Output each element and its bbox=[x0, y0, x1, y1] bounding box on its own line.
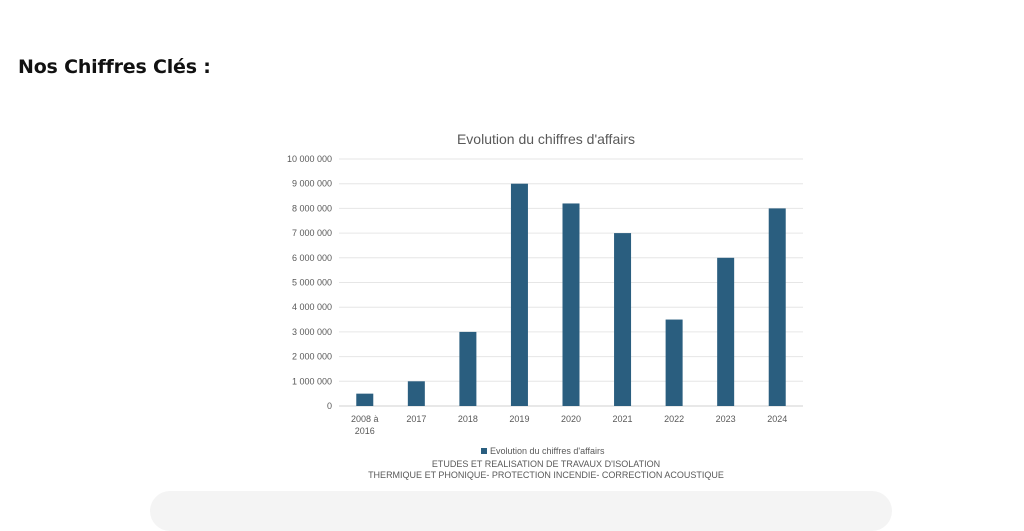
bar bbox=[614, 233, 632, 406]
chart-title: Evolution du chiffres d'affairs bbox=[457, 131, 635, 147]
y-axis: 0 1 000 000 2 000 000 3 000 000 4 000 000 5 0… bbox=[287, 154, 332, 411]
x-tick-label: 2022 bbox=[664, 414, 684, 424]
revenue-chart: Evolution du chiffres d'affairs 0 1 000 0… bbox=[287, 131, 803, 456]
y-tick-label: 10 000 000 bbox=[287, 154, 332, 164]
x-tick-label: 2020 bbox=[561, 414, 581, 424]
x-axis: 2008 à 2016 2017 2018 2019 2020 2021 2022 2023 20… bbox=[351, 414, 787, 436]
y-tick-label: 6 000 000 bbox=[292, 253, 332, 263]
y-tick-label: 1 000 000 bbox=[292, 376, 332, 386]
chart-legend: Evolution du chiffres d'affairs bbox=[481, 446, 605, 456]
x-tick-label: 2024 bbox=[767, 414, 787, 424]
caption-line-2: THERMIQUE ET PHONIQUE- PROTECTION INCEND… bbox=[368, 470, 724, 480]
bottom-panel bbox=[150, 491, 892, 531]
x-tick-label: 2018 bbox=[458, 414, 478, 424]
bar bbox=[717, 257, 735, 406]
x-tick-label: 2021 bbox=[613, 414, 633, 424]
legend-swatch bbox=[481, 448, 487, 454]
x-tick-label: 2019 bbox=[509, 414, 529, 424]
x-tick-label: 2023 bbox=[716, 414, 736, 424]
y-tick-label: 4 000 000 bbox=[292, 302, 332, 312]
bar bbox=[356, 393, 374, 406]
caption-line-1: ETUDES ET REALISATION DE TRAVAUX D'ISOLA… bbox=[431, 459, 661, 469]
bar bbox=[768, 208, 786, 406]
y-tick-label: 5 000 000 bbox=[292, 278, 332, 288]
y-tick-label: 8 000 000 bbox=[292, 203, 332, 213]
legend-label: Evolution du chiffres d'affairs bbox=[490, 446, 605, 456]
y-tick-label: 9 000 000 bbox=[292, 179, 332, 189]
section-title: Nos Chiffres Clés : bbox=[18, 56, 211, 78]
bar bbox=[665, 319, 683, 406]
y-tick-label: 3 000 000 bbox=[292, 327, 332, 337]
bar bbox=[459, 331, 477, 406]
y-tick-label: 0 bbox=[327, 401, 332, 411]
y-tick-label: 2 000 000 bbox=[292, 352, 332, 362]
bar bbox=[562, 203, 580, 406]
y-tick-label: 7 000 000 bbox=[292, 228, 332, 238]
bar bbox=[407, 381, 425, 406]
x-tick-label: 2017 bbox=[406, 414, 426, 424]
chart-svg: Evolution du chiffres d'affairs 0 1 000 0… bbox=[287, 131, 803, 456]
bar bbox=[510, 183, 528, 406]
chart-bars bbox=[356, 183, 786, 406]
x-tick-label: 2008 à 2016 bbox=[351, 414, 379, 436]
